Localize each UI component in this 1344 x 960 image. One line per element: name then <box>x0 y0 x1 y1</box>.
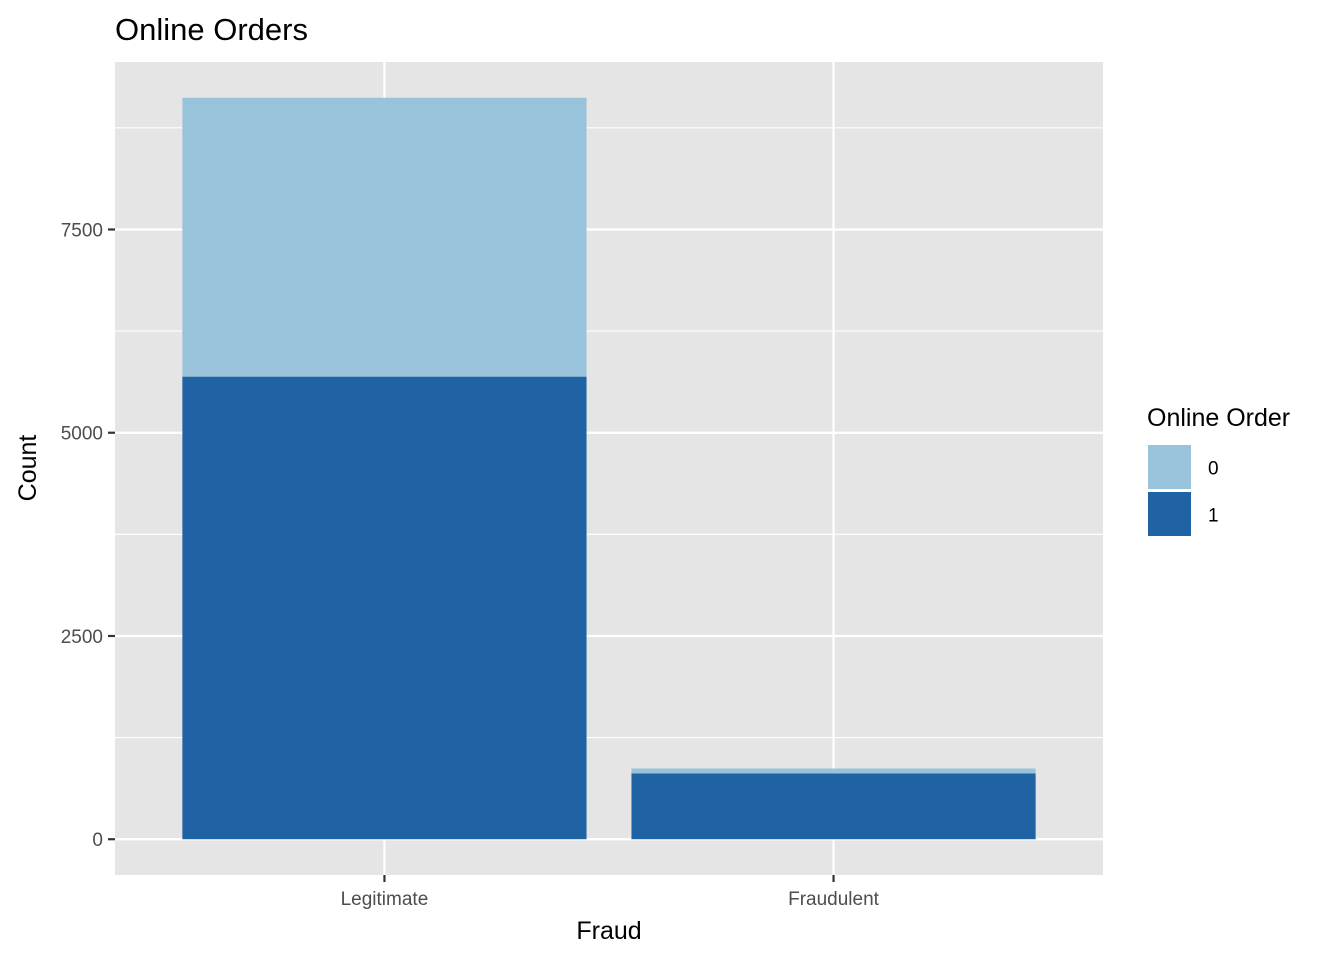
y-axis-title: Count <box>14 435 42 502</box>
y-tick-label: 5000 <box>61 424 103 445</box>
chart-title: Online Orders <box>115 12 308 47</box>
legend-key <box>1146 490 1193 538</box>
bar-segment <box>631 768 1036 774</box>
bar-segment <box>182 376 587 840</box>
bar-segment <box>182 97 587 377</box>
x-tick-label: Legitimate <box>341 889 429 910</box>
legend-label: 1 <box>1208 506 1219 527</box>
legend-key <box>1146 443 1193 491</box>
y-tick-label: 7500 <box>61 220 103 241</box>
y-tick-label: 2500 <box>61 627 103 648</box>
x-axis: Legitimate Fraudulent <box>341 875 880 910</box>
y-tick-label: 0 <box>92 830 103 851</box>
legend-label: 0 <box>1208 459 1219 480</box>
legend: Online Order 0 1 <box>1146 404 1290 538</box>
bar-segment <box>631 773 1036 840</box>
legend-title: Online Order <box>1147 404 1290 432</box>
y-axis: 0 2500 5000 7500 <box>61 220 115 851</box>
bars <box>182 97 1036 840</box>
x-axis-title: Fraud <box>576 917 641 945</box>
x-tick-label: Fraudulent <box>788 889 880 910</box>
